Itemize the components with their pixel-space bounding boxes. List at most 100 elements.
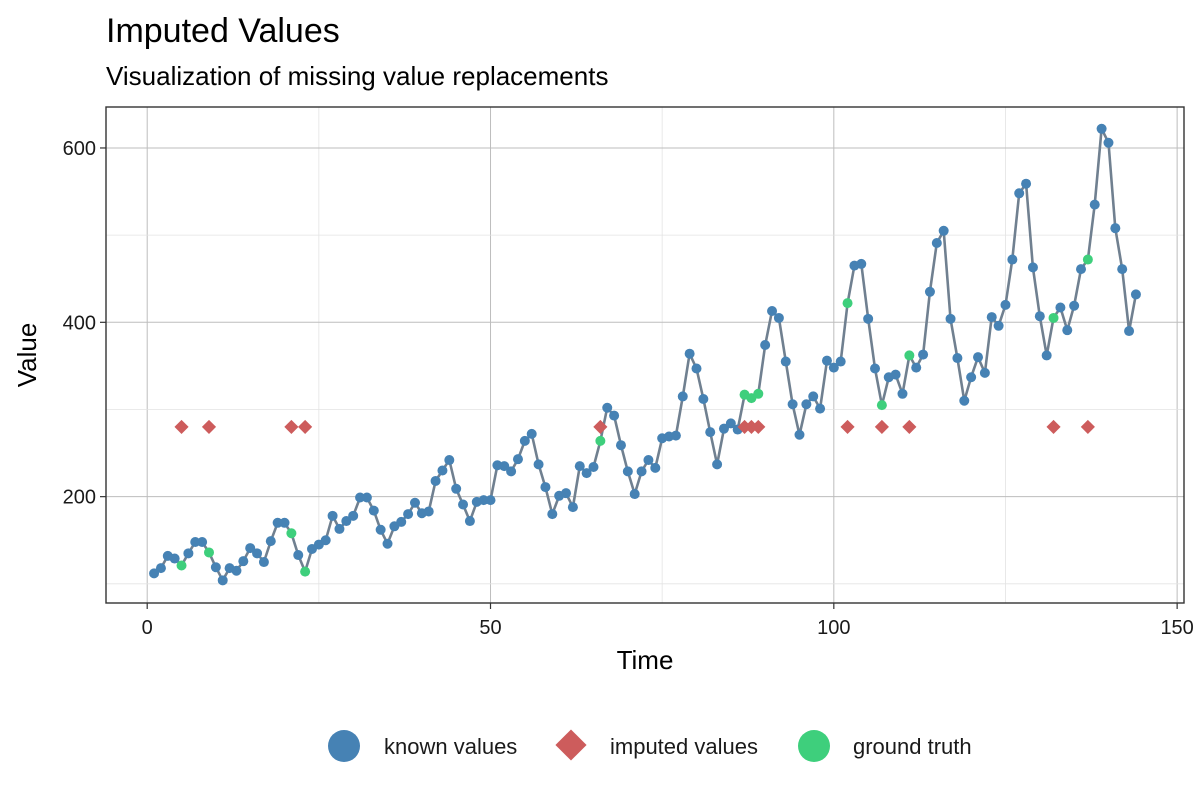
imputed-value-point bbox=[902, 419, 917, 434]
known-value-point bbox=[210, 562, 221, 573]
known-value-point bbox=[238, 556, 249, 567]
imputed-value-point bbox=[201, 419, 217, 434]
known-value-point bbox=[396, 516, 407, 527]
imputed-value-point bbox=[840, 419, 855, 434]
known-value-point bbox=[1089, 199, 1100, 210]
known-value-point bbox=[794, 429, 805, 440]
ground-truth-point bbox=[176, 560, 187, 571]
x-tick-label: 150 bbox=[1160, 617, 1193, 639]
known-value-point bbox=[760, 339, 771, 350]
known-value-point bbox=[835, 356, 846, 367]
known-value-point bbox=[609, 410, 620, 421]
known-value-point bbox=[705, 427, 716, 438]
chart-subtitle: Visualization of missing value replaceme… bbox=[106, 61, 608, 91]
known-value-point bbox=[677, 391, 688, 402]
imputed-value-point bbox=[751, 419, 766, 434]
known-value-point bbox=[403, 509, 414, 520]
known-value-point bbox=[183, 548, 194, 559]
known-value-point bbox=[979, 367, 990, 378]
known-value-point bbox=[485, 495, 496, 506]
known-value-point bbox=[698, 394, 709, 405]
known-value-point bbox=[718, 423, 729, 434]
known-value-point bbox=[1041, 350, 1052, 361]
ground-truth-point bbox=[203, 547, 214, 558]
known-value-point bbox=[409, 497, 420, 508]
known-value-point bbox=[650, 462, 661, 473]
known-value-point bbox=[986, 312, 997, 323]
known-values-line bbox=[153, 127, 1138, 582]
imputed-value-point bbox=[298, 419, 313, 434]
known-value-point bbox=[1000, 299, 1011, 310]
known-value-point bbox=[1096, 123, 1107, 134]
known-value-point bbox=[712, 459, 723, 470]
known-value-point bbox=[670, 430, 681, 441]
known-value-point bbox=[808, 391, 819, 402]
known-value-point bbox=[458, 499, 469, 510]
known-value-point bbox=[773, 312, 784, 323]
known-value-point bbox=[1021, 178, 1032, 189]
known-value-point bbox=[519, 435, 530, 446]
known-value-point bbox=[1062, 325, 1073, 336]
known-value-point bbox=[1014, 188, 1025, 199]
known-value-point bbox=[615, 440, 626, 451]
known-value-point bbox=[279, 517, 290, 528]
known-value-point bbox=[499, 461, 510, 472]
known-value-point bbox=[1103, 137, 1114, 148]
known-value-point bbox=[540, 482, 551, 493]
known-value-point bbox=[245, 543, 256, 554]
legend: known values imputed values ground truth bbox=[328, 729, 972, 762]
known-value-point bbox=[382, 538, 393, 549]
known-value-point bbox=[588, 462, 599, 473]
known-value-point bbox=[931, 237, 942, 248]
known-value-point bbox=[252, 548, 263, 559]
legend-key-known-values bbox=[328, 730, 360, 762]
known-value-point bbox=[368, 505, 379, 516]
known-value-point bbox=[1027, 262, 1038, 273]
known-value-point bbox=[828, 362, 839, 373]
legend-label-imputed-values: imputed values bbox=[610, 734, 758, 759]
known-value-point bbox=[526, 428, 537, 439]
known-value-point bbox=[348, 510, 359, 521]
imputed-value-point bbox=[284, 419, 299, 434]
known-value-point bbox=[945, 313, 956, 324]
known-value-point bbox=[423, 506, 434, 517]
known-value-point bbox=[801, 399, 812, 410]
known-value-point bbox=[581, 468, 592, 479]
imputed-value-point bbox=[174, 419, 189, 434]
legend-label-known-values: known values bbox=[384, 734, 517, 759]
known-value-point bbox=[197, 536, 208, 547]
x-tick-label: 50 bbox=[479, 617, 501, 639]
y-tick-label: 600 bbox=[63, 138, 96, 160]
legend-label-ground-truth: ground truth bbox=[853, 734, 972, 759]
known-value-point bbox=[533, 459, 544, 470]
known-value-point bbox=[320, 535, 331, 546]
y-tick-label: 400 bbox=[63, 312, 96, 334]
known-value-point bbox=[643, 455, 654, 466]
known-value-point bbox=[506, 466, 517, 477]
known-value-point bbox=[437, 465, 448, 476]
known-value-point bbox=[684, 348, 695, 359]
known-value-point bbox=[512, 454, 523, 465]
known-value-point bbox=[1076, 264, 1087, 275]
known-value-point bbox=[636, 466, 647, 477]
known-value-point bbox=[444, 455, 455, 466]
y-tick-label: 200 bbox=[63, 487, 96, 509]
known-value-point bbox=[561, 488, 572, 499]
known-value-point bbox=[629, 489, 640, 500]
known-value-point bbox=[293, 550, 304, 561]
known-value-point bbox=[966, 372, 977, 383]
known-value-point bbox=[993, 320, 1004, 331]
known-value-point bbox=[1055, 302, 1066, 313]
known-value-point bbox=[272, 517, 283, 528]
known-value-point bbox=[1069, 300, 1080, 311]
x-axis-title: Time bbox=[617, 645, 674, 675]
axes: 0 50 100 150 200 400 600 bbox=[63, 138, 1194, 639]
known-value-point bbox=[334, 523, 345, 534]
ground-truth-point bbox=[753, 388, 764, 399]
known-value-point bbox=[897, 388, 908, 399]
known-value-point bbox=[1117, 264, 1128, 275]
known-value-point bbox=[918, 349, 929, 360]
imputed-value-point bbox=[1046, 419, 1061, 434]
known-value-point bbox=[231, 565, 242, 576]
ground-truth-point bbox=[876, 400, 887, 411]
